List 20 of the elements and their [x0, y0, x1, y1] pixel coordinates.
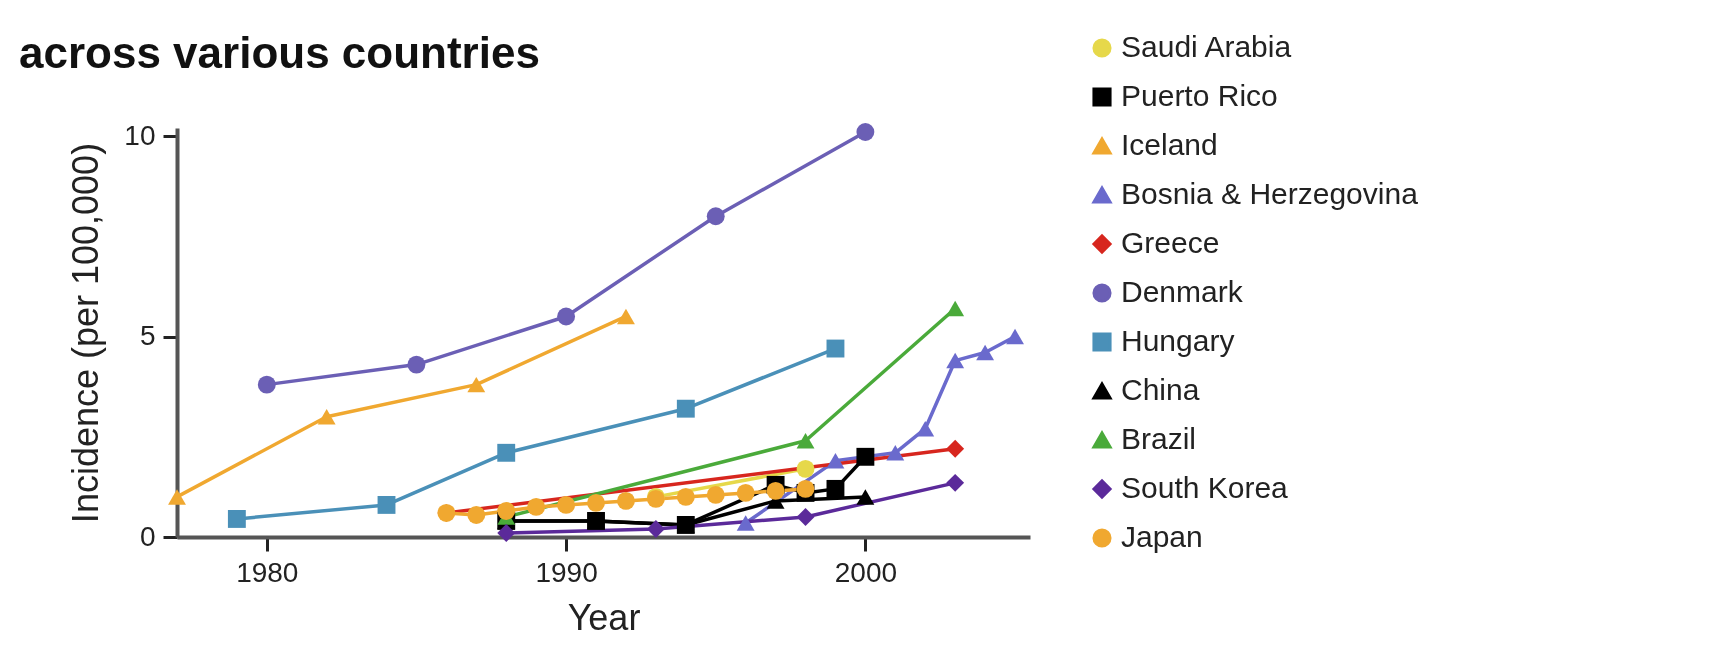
legend-label: China: [1121, 373, 1200, 406]
y-tick-label: 5: [139, 320, 156, 352]
legend-label: Denmark: [1121, 275, 1244, 308]
y-tick-label: 10: [124, 119, 156, 151]
legend-label: Saudi Arabia: [1121, 30, 1292, 63]
legend-label: Puerto Rico: [1121, 79, 1278, 112]
y-axis-title: Incidence (per 100,000): [65, 142, 107, 524]
legend-label: Iceland: [1121, 128, 1218, 161]
chart-title: across various countries: [19, 28, 540, 77]
y-tick-label: 0: [139, 520, 156, 552]
legend-label: Greece: [1121, 226, 1220, 259]
x-tick-label: 1990: [535, 556, 598, 588]
legend-label: Bosnia & Herzegovina: [1121, 177, 1419, 210]
legend-label: Japan: [1121, 520, 1203, 553]
x-axis-title: Year: [567, 596, 641, 638]
x-tick-label: 2000: [834, 556, 898, 588]
legend-label: South Korea: [1121, 471, 1289, 504]
x-tick-label: 1980: [236, 556, 299, 588]
legend-label: Brazil: [1121, 422, 1197, 455]
legend-label: Hungary: [1121, 324, 1235, 357]
